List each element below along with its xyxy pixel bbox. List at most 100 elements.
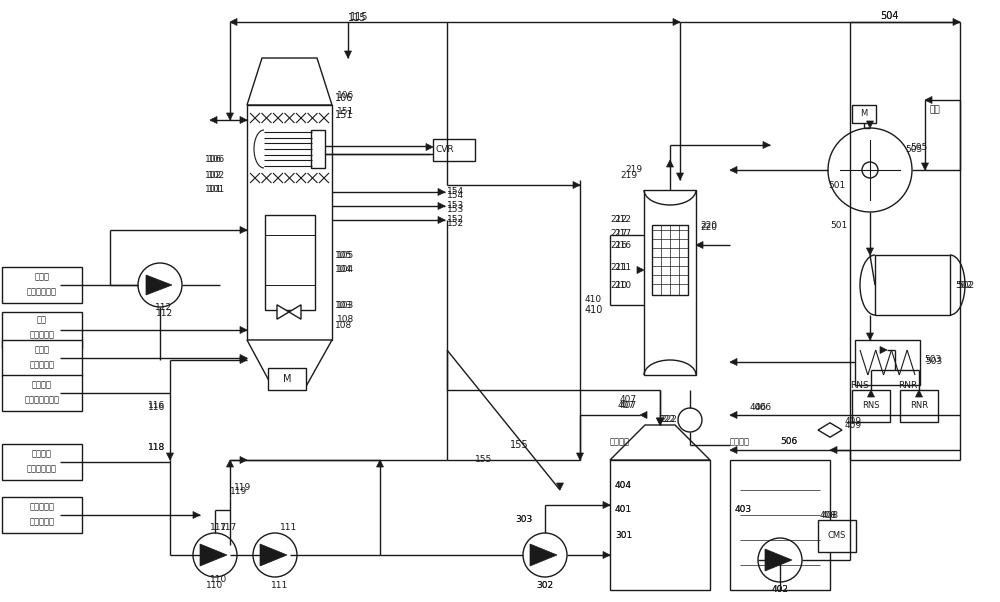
Text: 112: 112: [155, 303, 172, 312]
Text: 155: 155: [510, 440, 529, 450]
Text: 217: 217: [610, 229, 627, 238]
Polygon shape: [289, 305, 301, 319]
Text: 407: 407: [620, 400, 637, 409]
Text: 212: 212: [614, 216, 631, 225]
Polygon shape: [60, 512, 67, 518]
Text: 210: 210: [610, 281, 627, 290]
Polygon shape: [830, 447, 837, 453]
Text: M: M: [283, 374, 291, 384]
Text: 402: 402: [772, 586, 788, 595]
Bar: [2, 444, 82, 480]
Polygon shape: [925, 96, 932, 104]
Text: 407: 407: [618, 400, 635, 409]
Text: 106: 106: [208, 155, 225, 164]
Text: 110: 110: [210, 576, 227, 585]
Polygon shape: [530, 544, 557, 566]
Text: 303: 303: [515, 515, 532, 524]
Text: 401: 401: [615, 506, 632, 515]
Text: 216: 216: [614, 241, 631, 250]
Text: 111: 111: [280, 523, 297, 532]
Polygon shape: [916, 390, 922, 397]
Text: 503: 503: [924, 356, 941, 364]
Text: 409: 409: [845, 421, 862, 429]
Bar: [2, 497, 82, 533]
Bar: [311, 130, 325, 168]
Text: 自装置外来: 自装置外来: [30, 518, 54, 527]
Text: 119: 119: [234, 483, 251, 492]
Text: 102: 102: [208, 170, 225, 179]
Circle shape: [678, 408, 702, 432]
Bar: [2, 375, 82, 411]
Text: 211: 211: [614, 264, 631, 273]
Text: 403: 403: [735, 506, 752, 515]
Polygon shape: [866, 333, 874, 340]
Polygon shape: [426, 143, 433, 150]
Text: 自装置外来: 自装置外来: [30, 361, 54, 370]
Bar: [433, 139, 475, 161]
Text: CVR: CVR: [436, 146, 455, 155]
Polygon shape: [676, 173, 684, 180]
Text: 103: 103: [337, 300, 354, 309]
Polygon shape: [637, 267, 644, 273]
Bar: [900, 390, 938, 422]
Polygon shape: [210, 117, 217, 123]
Text: 151: 151: [335, 110, 354, 120]
Text: RNR: RNR: [898, 382, 917, 391]
Polygon shape: [610, 425, 710, 460]
Polygon shape: [438, 217, 445, 223]
Text: 409: 409: [845, 418, 862, 426]
Text: 217: 217: [614, 229, 631, 238]
Polygon shape: [866, 248, 874, 255]
Polygon shape: [730, 447, 737, 453]
Text: 153: 153: [447, 205, 464, 214]
Text: 154: 154: [447, 190, 464, 199]
Text: 106: 106: [335, 93, 353, 103]
Text: 101: 101: [208, 185, 225, 194]
Polygon shape: [866, 121, 874, 128]
Bar: [2, 267, 82, 303]
Text: 硫铵母液: 硫铵母液: [32, 380, 52, 389]
Text: 108: 108: [337, 315, 354, 324]
Text: 110: 110: [206, 580, 224, 589]
Text: 153: 153: [447, 202, 464, 211]
Polygon shape: [240, 117, 247, 123]
Polygon shape: [247, 340, 332, 390]
Text: 211: 211: [610, 264, 627, 273]
Text: 105: 105: [335, 250, 352, 259]
Polygon shape: [240, 226, 247, 234]
Text: 154: 154: [447, 187, 464, 196]
Text: 106: 106: [337, 90, 354, 99]
Polygon shape: [60, 282, 67, 288]
Text: 404: 404: [615, 480, 632, 489]
Polygon shape: [666, 160, 674, 167]
Text: 重排液: 重排液: [34, 346, 50, 355]
Text: 118: 118: [148, 444, 165, 453]
Polygon shape: [640, 412, 647, 418]
Text: 504: 504: [880, 11, 898, 21]
Polygon shape: [880, 347, 887, 353]
Text: 117: 117: [220, 523, 237, 532]
Text: 501: 501: [830, 220, 847, 229]
Polygon shape: [166, 453, 174, 460]
Text: 119: 119: [230, 488, 247, 497]
Text: 410: 410: [585, 296, 602, 305]
Polygon shape: [818, 423, 842, 437]
Text: 152: 152: [447, 219, 464, 228]
Text: 501: 501: [828, 181, 845, 190]
Text: 硫铵废液: 硫铵废液: [32, 450, 52, 459]
Polygon shape: [603, 501, 610, 509]
Text: 502: 502: [955, 281, 972, 290]
Text: 155: 155: [475, 456, 492, 465]
Text: 115: 115: [348, 13, 366, 23]
Circle shape: [138, 263, 182, 307]
Polygon shape: [573, 181, 580, 188]
Text: RNS: RNS: [862, 402, 880, 411]
Text: 302: 302: [536, 580, 554, 589]
Polygon shape: [60, 355, 67, 361]
Bar: [652, 225, 688, 295]
Text: 406: 406: [750, 403, 767, 412]
Polygon shape: [247, 58, 332, 105]
Text: 胶胺液: 胶胺液: [34, 273, 50, 282]
Text: 开车补水: 开车补水: [610, 438, 630, 447]
Text: 410: 410: [585, 305, 603, 315]
